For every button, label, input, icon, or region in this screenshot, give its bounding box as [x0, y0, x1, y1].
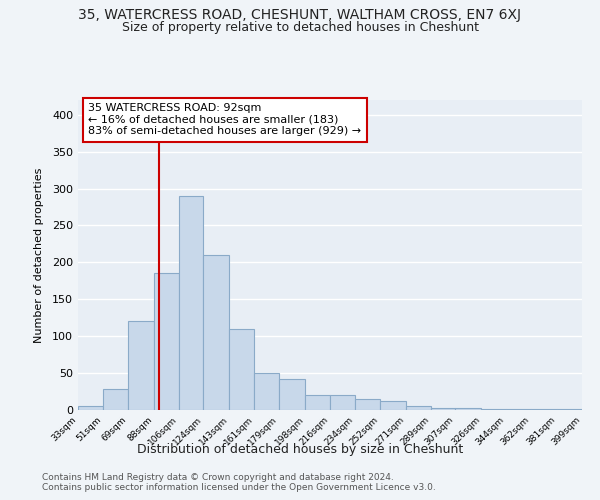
Bar — [78, 406, 103, 410]
Bar — [103, 390, 128, 410]
Bar — [229, 329, 254, 410]
Y-axis label: Number of detached properties: Number of detached properties — [34, 168, 44, 342]
Text: 35, WATERCRESS ROAD, CHESHUNT, WALTHAM CROSS, EN7 6XJ: 35, WATERCRESS ROAD, CHESHUNT, WALTHAM C… — [79, 8, 521, 22]
Bar — [406, 406, 431, 410]
Text: Contains public sector information licensed under the Open Government Licence v3: Contains public sector information licen… — [42, 482, 436, 492]
Bar — [431, 408, 455, 410]
Bar — [179, 196, 203, 410]
Bar — [481, 408, 506, 410]
Bar — [203, 255, 229, 410]
Bar — [380, 401, 406, 410]
Bar — [305, 395, 330, 410]
Bar — [330, 395, 355, 410]
Bar — [455, 408, 481, 410]
Text: Contains HM Land Registry data © Crown copyright and database right 2024.: Contains HM Land Registry data © Crown c… — [42, 472, 394, 482]
Bar — [154, 274, 179, 410]
Text: Size of property relative to detached houses in Cheshunt: Size of property relative to detached ho… — [121, 21, 479, 34]
Text: Distribution of detached houses by size in Cheshunt: Distribution of detached houses by size … — [137, 442, 463, 456]
Bar — [128, 322, 154, 410]
Bar — [279, 379, 305, 410]
Bar — [254, 373, 279, 410]
Text: 35 WATERCRESS ROAD: 92sqm
← 16% of detached houses are smaller (183)
83% of semi: 35 WATERCRESS ROAD: 92sqm ← 16% of detac… — [88, 103, 361, 136]
Bar — [355, 399, 380, 410]
